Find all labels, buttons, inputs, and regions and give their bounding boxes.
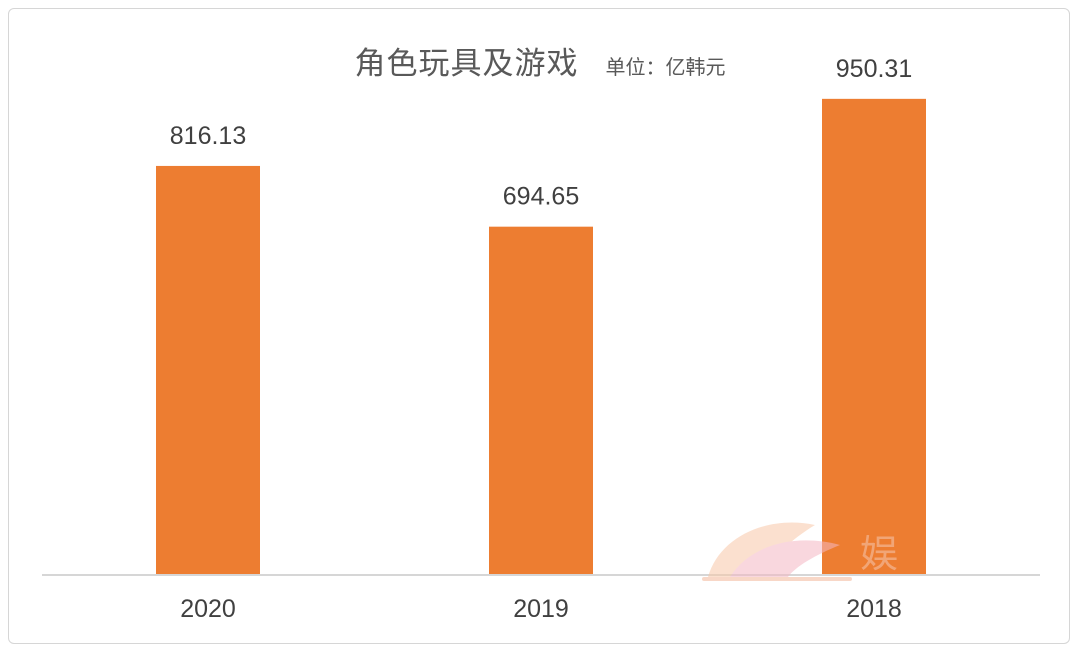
chart-title: 角色玩具及游戏 (354, 46, 579, 82)
bar-2018 (822, 98, 926, 574)
data-label-2020: 816.13 (170, 122, 246, 150)
value-labels-group: 816.13 694.65 950.31 (170, 55, 912, 211)
chart-title-row: 角色玩具及游戏 单位：亿韩元 (0, 38, 1080, 83)
bars-group (156, 98, 926, 575)
watermark-logo: 娱 (700, 515, 990, 590)
x-tick-label-2019: 2019 (513, 595, 569, 623)
x-tick-label-2018: 2018 (846, 595, 902, 623)
watermark-fan-icon (702, 522, 852, 581)
bar-2019 (489, 226, 593, 575)
data-label-2018: 950.31 (836, 55, 912, 83)
chart-subtitle: 单位：亿韩元 (605, 55, 726, 79)
bar-2020 (156, 165, 260, 574)
data-label-2019: 694.65 (503, 183, 579, 211)
watermark-text: 娱 (860, 532, 899, 576)
x-tick-label-2020: 2020 (180, 595, 236, 623)
x-tick-labels-group: 2020 2019 2018 (180, 595, 902, 623)
